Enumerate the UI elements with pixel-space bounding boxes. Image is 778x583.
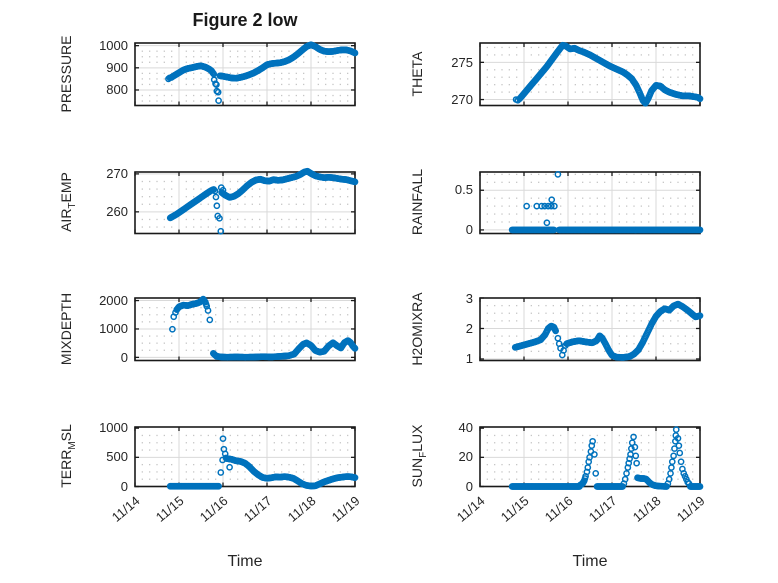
figure-title: Figure 2 low bbox=[192, 10, 298, 30]
ytick-label-terr-msl: 1000 bbox=[99, 420, 128, 436]
ytick-label-rainfall: 0.5 bbox=[454, 182, 473, 198]
xlabel-right: Time bbox=[572, 553, 608, 570]
ytick-label-h2omixra: 2 bbox=[465, 320, 473, 336]
ytick-label-h2omixra: 1 bbox=[465, 351, 473, 367]
xtick-label-sun-flux: 11/17 bbox=[585, 493, 620, 525]
ytick-label-sun-flux: 20 bbox=[458, 449, 473, 465]
xtick-label-terr-msl: 11/18 bbox=[284, 493, 319, 525]
ytick-label-air-temp: 260 bbox=[106, 203, 128, 219]
ytick-label-theta: 275 bbox=[451, 54, 473, 70]
ytick-label-pressure: 800 bbox=[106, 82, 128, 98]
ytick-label-mixdepth: 0 bbox=[120, 349, 128, 365]
xtick-label-terr-msl: 11/14 bbox=[108, 493, 143, 525]
xtick-label-sun-flux: 11/18 bbox=[629, 493, 664, 525]
plot-area-rainfall bbox=[479, 170, 704, 234]
ylabel-terr-msl: TERRMSL bbox=[58, 424, 78, 489]
plot-area-theta bbox=[479, 41, 704, 107]
xtick-label-sun-flux: 11/19 bbox=[673, 493, 708, 525]
ytick-label-mixdepth: 2000 bbox=[99, 293, 128, 309]
plot-area-h2omixra bbox=[479, 297, 704, 362]
xtick-label-terr-msl: 11/15 bbox=[152, 493, 187, 525]
xtick-label-sun-flux: 11/16 bbox=[541, 493, 576, 525]
ytick-label-air-temp: 270 bbox=[106, 165, 128, 181]
ytick-label-pressure: 900 bbox=[106, 60, 128, 76]
plot-area-mixdepth bbox=[134, 295, 359, 362]
xtick-label-sun-flux: 11/15 bbox=[497, 493, 532, 525]
ytick-label-h2omixra: 3 bbox=[465, 290, 473, 306]
plot-area-air-temp bbox=[134, 167, 359, 235]
ytick-label-sun-flux: 0 bbox=[465, 478, 473, 494]
plot-area-terr-msl bbox=[134, 425, 359, 490]
xlabel-left: Time bbox=[227, 553, 263, 570]
plot-area-sun-flux bbox=[479, 425, 704, 490]
ytick-label-rainfall: 0 bbox=[465, 221, 473, 237]
ytick-label-sun-flux: 40 bbox=[458, 420, 473, 436]
xtick-label-sun-flux: 11/14 bbox=[453, 493, 488, 525]
xtick-label-terr-msl: 11/17 bbox=[240, 493, 275, 525]
ylabel-sun-flux: SUNFLUX bbox=[409, 424, 429, 488]
ytick-label-mixdepth: 1000 bbox=[99, 321, 128, 337]
xtick-label-terr-msl: 11/19 bbox=[328, 493, 363, 525]
ytick-label-pressure: 1000 bbox=[99, 38, 128, 54]
ytick-label-terr-msl: 500 bbox=[106, 449, 128, 465]
plot-area-pressure bbox=[134, 41, 359, 107]
ytick-label-theta: 270 bbox=[451, 92, 473, 108]
ytick-label-terr-msl: 0 bbox=[120, 478, 128, 494]
xtick-label-terr-msl: 11/16 bbox=[196, 493, 231, 525]
